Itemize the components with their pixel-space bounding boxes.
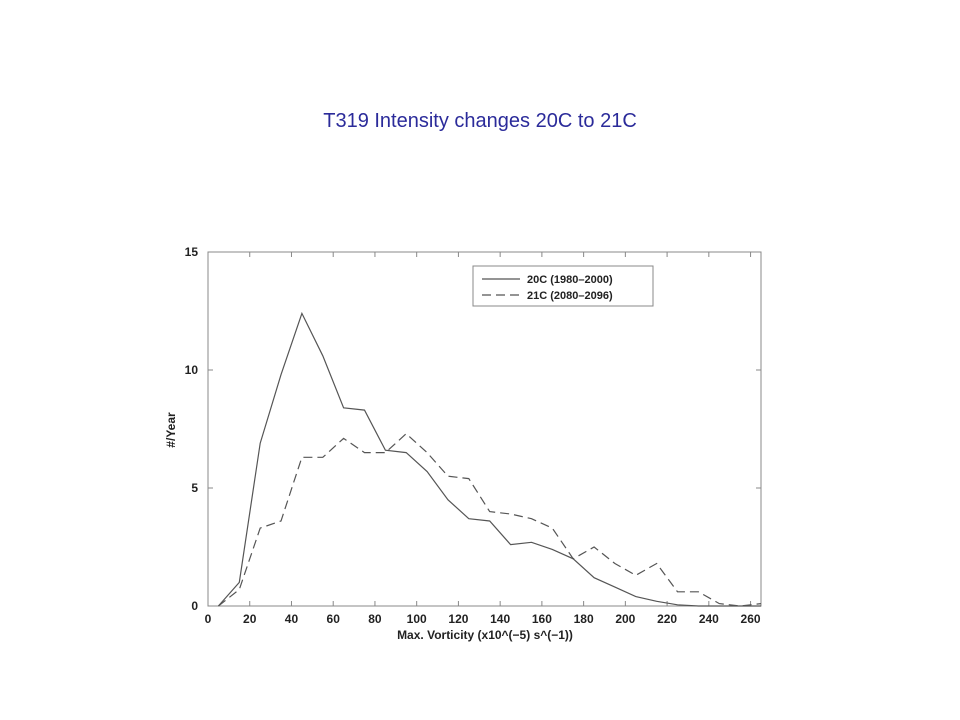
x-tick-label: 140 — [490, 612, 510, 626]
y-tick-label: 10 — [185, 363, 199, 377]
x-tick-label: 120 — [448, 612, 468, 626]
series-line-21c — [218, 432, 762, 607]
x-tick-label: 100 — [407, 612, 427, 626]
y-axis-label: #/Year — [164, 412, 178, 448]
y-tick-label: 0 — [191, 599, 198, 613]
x-tick-label: 180 — [574, 612, 594, 626]
x-tick-label: 40 — [285, 612, 299, 626]
x-tick-label: 200 — [615, 612, 635, 626]
y-tick-label: 15 — [185, 245, 199, 259]
x-tick-label: 80 — [368, 612, 382, 626]
x-tick-label: 260 — [741, 612, 761, 626]
slide-title: T319 Intensity changes 20C to 21C — [323, 110, 637, 132]
legend-entry: 21C (2080–2096) — [527, 290, 613, 302]
y-axis-ticks: 0 5 10 15 — [185, 245, 761, 613]
series-layer — [217, 311, 762, 607]
legend-box — [472, 265, 654, 307]
x-tick-label: 20 — [243, 612, 257, 626]
series-line-20c — [217, 311, 761, 607]
x-tick-label: 0 — [205, 612, 212, 626]
x-axis-ticks: 0 20 40 60 80 100 120 140 160 180 200 220 240 260 — [205, 252, 761, 626]
x-axis-label: Max. Vorticity (x10^(−5) s^(−1)) — [397, 628, 573, 642]
y-tick-label: 5 — [191, 481, 198, 495]
x-tick-label: 240 — [699, 612, 719, 626]
plot-frame — [207, 251, 762, 607]
x-tick-label: 160 — [532, 612, 552, 626]
legend: 20C (1980–2000) 21C (2080–2096) — [472, 265, 654, 307]
x-tick-label: 220 — [657, 612, 677, 626]
x-tick-label: 60 — [327, 612, 341, 626]
legend-entry: 20C (1980–2000) — [527, 274, 613, 286]
